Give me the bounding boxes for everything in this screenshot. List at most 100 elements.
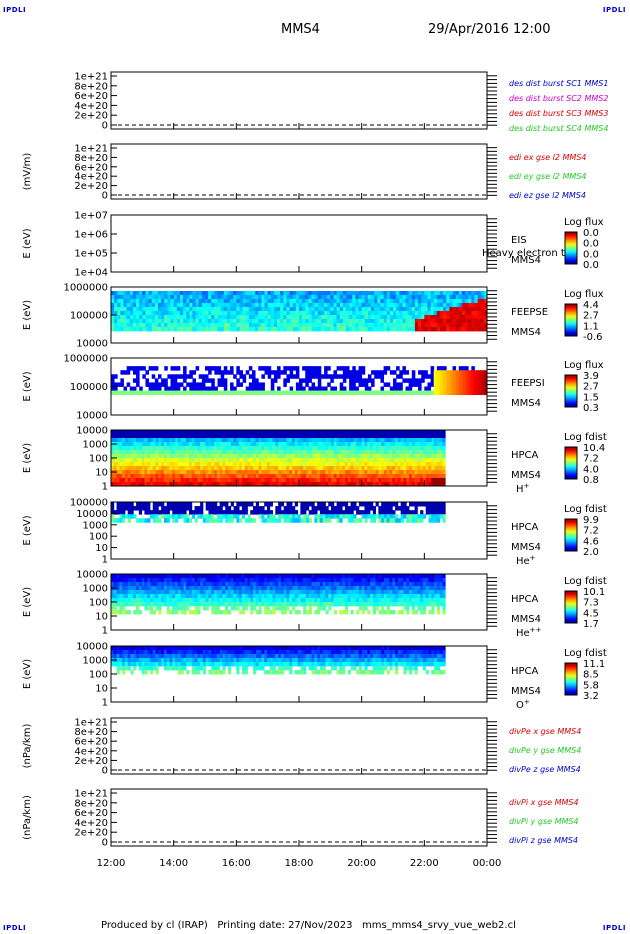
spectrogram-cell bbox=[170, 323, 175, 328]
spectrogram-cell bbox=[408, 295, 413, 300]
spectrogram-cell bbox=[208, 478, 212, 483]
spectrogram-cell bbox=[144, 462, 148, 467]
spectrogram-cell bbox=[241, 434, 246, 439]
spectrogram-cell bbox=[248, 307, 253, 312]
spectrogram-cell bbox=[339, 434, 343, 439]
spectrogram-cell bbox=[311, 311, 316, 316]
spectrogram-cell bbox=[186, 446, 190, 451]
spectrogram-cell bbox=[403, 474, 407, 479]
spectrogram-cell bbox=[358, 430, 363, 435]
spectrogram-cell bbox=[233, 450, 237, 455]
spectrogram-cell bbox=[116, 450, 120, 455]
spectrogram-cell bbox=[299, 378, 303, 383]
spectrogram-cell bbox=[147, 438, 151, 443]
spectrogram-cell bbox=[305, 303, 309, 308]
spectrogram-cell bbox=[130, 438, 134, 443]
spectrogram-cell bbox=[294, 610, 299, 615]
spectrogram-cell bbox=[167, 315, 171, 320]
spectrogram-cell bbox=[248, 295, 253, 300]
spectrogram-cell bbox=[320, 323, 325, 328]
spectrogram-cell bbox=[166, 482, 170, 487]
spectrogram-cell bbox=[364, 442, 368, 447]
spectrogram-cell bbox=[116, 478, 120, 483]
spectrogram-cell bbox=[342, 510, 346, 515]
spectrogram-cell bbox=[443, 315, 447, 320]
spectrogram-cell bbox=[158, 462, 162, 467]
spectrogram-cell bbox=[194, 430, 198, 435]
spectrogram-cell bbox=[294, 434, 299, 439]
spectrogram-cell bbox=[141, 594, 145, 599]
spectrogram-cell bbox=[370, 482, 374, 487]
spectrogram-cell bbox=[322, 578, 326, 583]
spectrogram-cell bbox=[242, 319, 247, 324]
spectrogram-cell bbox=[166, 582, 170, 587]
spectrogram-cell bbox=[214, 462, 218, 467]
spectrogram-cell bbox=[408, 291, 413, 296]
spectrogram-cell bbox=[214, 478, 218, 483]
spectrogram-cell bbox=[302, 378, 306, 383]
spectrogram-cell bbox=[358, 458, 363, 463]
spectrogram-cell bbox=[244, 502, 248, 507]
spectrogram-cell bbox=[283, 506, 287, 511]
spectrogram-cell bbox=[123, 370, 128, 375]
spectrogram-cell bbox=[280, 323, 284, 328]
spectrogram-cell bbox=[154, 327, 159, 332]
spectrogram-cell bbox=[167, 311, 171, 316]
spectrogram-cell bbox=[172, 450, 176, 455]
spectrogram-cell bbox=[331, 502, 335, 507]
spectrogram-cell bbox=[189, 291, 193, 296]
spectrogram-cell bbox=[151, 374, 156, 379]
spectrogram-cell bbox=[347, 466, 351, 471]
spectrogram-cell bbox=[200, 586, 204, 591]
spectrogram-cell bbox=[320, 299, 325, 304]
spectrogram-cell bbox=[439, 470, 443, 475]
spectrogram-cell bbox=[267, 327, 272, 332]
spectrogram-cell bbox=[216, 442, 221, 447]
spectrogram-cell bbox=[252, 295, 256, 300]
spectrogram-cell bbox=[169, 442, 173, 447]
spectrogram-cell bbox=[194, 466, 198, 471]
spectrogram-cell bbox=[216, 594, 221, 599]
spectrogram-cell bbox=[201, 299, 206, 304]
spectrogram-cell bbox=[117, 311, 121, 316]
spectrogram-cell bbox=[311, 323, 316, 328]
spectrogram-cell bbox=[333, 307, 337, 312]
spectrogram-cell bbox=[241, 606, 246, 611]
spectrogram-cell bbox=[425, 446, 429, 451]
spectrogram-cell bbox=[308, 438, 312, 443]
spectrogram-cell bbox=[372, 510, 376, 515]
spectrogram-cell bbox=[317, 442, 321, 447]
spectrogram-cell bbox=[133, 574, 137, 579]
spectrogram-cell bbox=[219, 478, 223, 483]
spectrogram-cell bbox=[149, 458, 154, 463]
spectrogram-cell bbox=[183, 594, 187, 599]
spectrogram-cell bbox=[471, 382, 475, 387]
spectrogram-cell bbox=[138, 578, 143, 583]
spectrogram-cell bbox=[367, 319, 372, 324]
spectrogram-cell bbox=[342, 438, 346, 443]
spectrogram-cell bbox=[272, 590, 276, 595]
spectrogram-cell bbox=[361, 466, 365, 471]
spectrogram-cell bbox=[305, 378, 309, 383]
spectrogram-cell bbox=[440, 370, 444, 375]
spectrogram-cell bbox=[339, 586, 343, 591]
spectrogram-cell bbox=[347, 578, 351, 583]
spectrogram-cell bbox=[303, 478, 307, 483]
spectrogram-cell bbox=[264, 470, 268, 475]
spectrogram-cell bbox=[480, 315, 485, 320]
spectrogram-cell bbox=[264, 518, 268, 523]
spectrogram-cell bbox=[317, 299, 322, 304]
spectrogram-cell bbox=[216, 582, 221, 587]
spectrogram-cell bbox=[347, 446, 351, 451]
spectrogram-cell bbox=[244, 446, 248, 451]
spectrogram-cell bbox=[208, 307, 212, 312]
spectrogram-cell bbox=[236, 586, 240, 591]
spectrogram-cell bbox=[322, 446, 326, 451]
spectrogram-cell bbox=[347, 590, 351, 595]
spectrogram-cell bbox=[179, 295, 184, 300]
spectrogram-cell bbox=[364, 506, 368, 511]
spectrogram-cell bbox=[252, 382, 256, 387]
spectrogram-cell bbox=[211, 323, 215, 328]
spectrogram-cell bbox=[409, 454, 413, 459]
